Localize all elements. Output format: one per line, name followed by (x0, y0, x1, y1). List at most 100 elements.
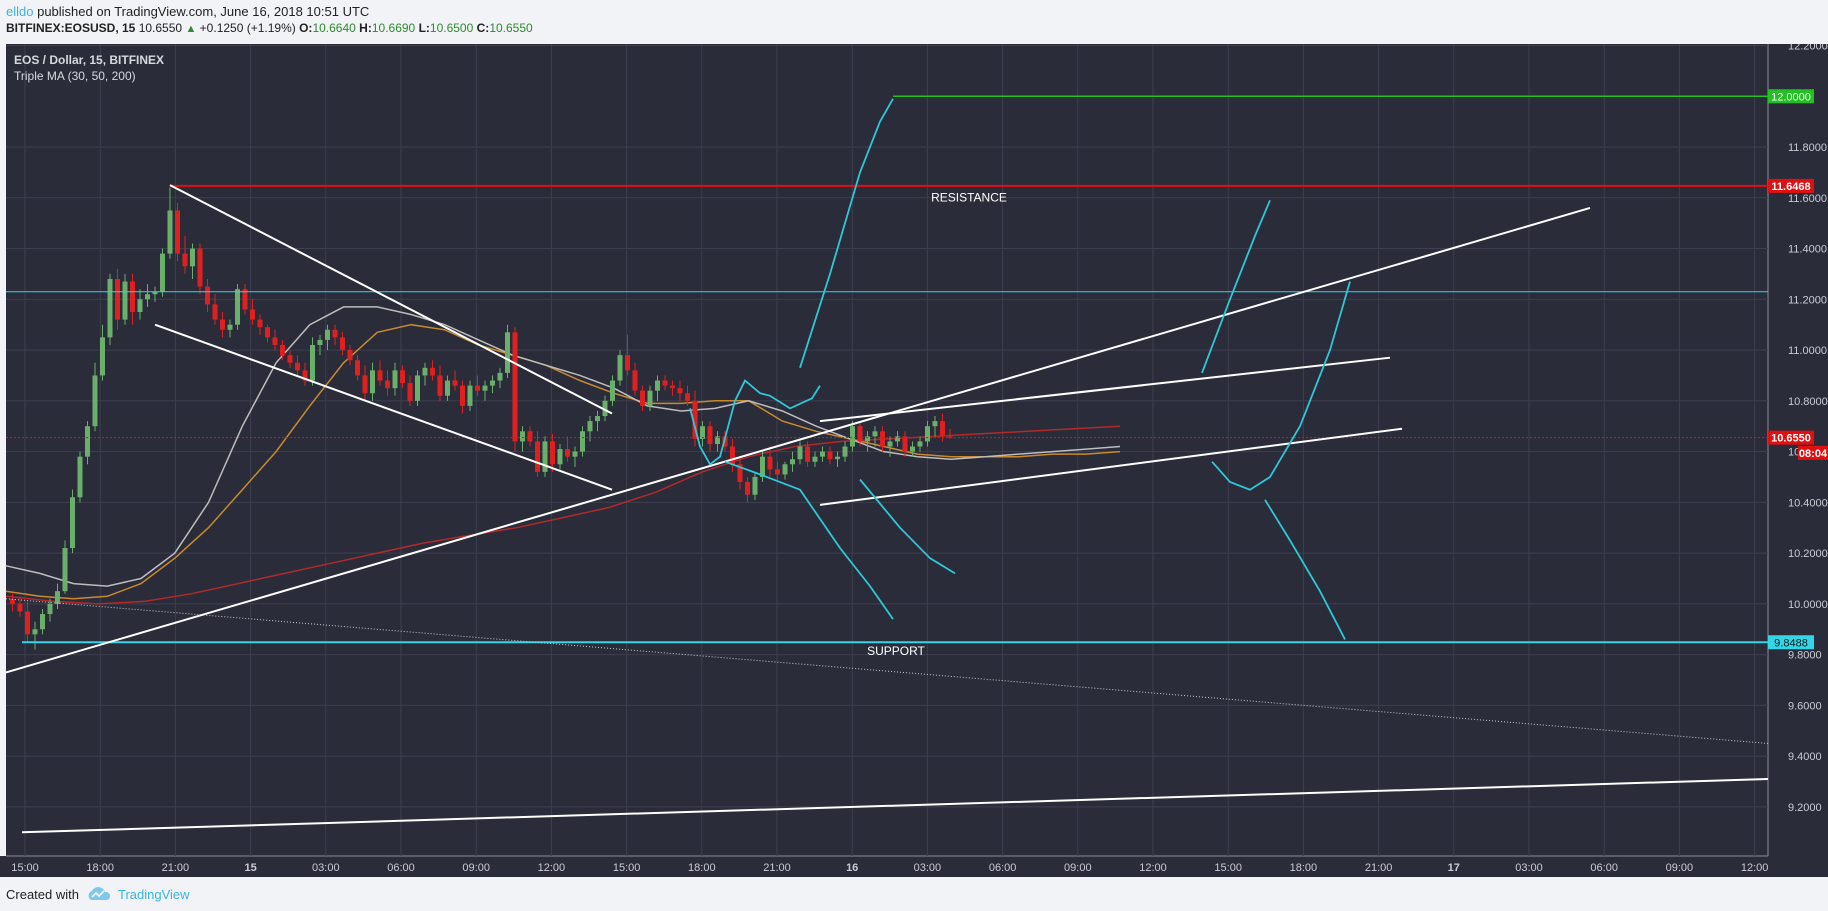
open-label: O: (299, 21, 313, 35)
y-tick-label: 11.6000 (1788, 193, 1827, 205)
drawings: RESISTANCE SUPPORT (5, 95, 1769, 834)
candle-body (400, 370, 405, 384)
dotted-trendline (5, 598, 1769, 744)
candle-body (760, 456, 765, 477)
candle-body (602, 400, 608, 417)
x-tick-label: 15 (244, 862, 256, 874)
candle-body (460, 385, 465, 406)
legend-title: EOS / Dollar, 15, BITFINEX (14, 53, 165, 67)
price-badge-label: 08:04 (1799, 448, 1828, 460)
x-tick-label: 15:00 (11, 862, 39, 874)
candle-body (640, 390, 645, 406)
candle-body (392, 370, 398, 389)
candle-body (355, 360, 360, 376)
candle-body (422, 367, 428, 376)
candle-body (707, 426, 713, 444)
plot-area[interactable] (6, 44, 1768, 856)
price-badge-last (1768, 430, 1814, 445)
candle-body (242, 289, 248, 310)
y-tick-label: 9.4000 (1788, 751, 1822, 763)
y-tick-label: 10.2000 (1788, 548, 1828, 560)
candle-body (790, 459, 795, 465)
x-tick-label: 16 (846, 862, 858, 874)
candle-body (137, 299, 143, 312)
trendline (819, 427, 1403, 506)
candle-body (62, 548, 68, 592)
x-tick-label: 03:00 (312, 862, 340, 874)
candle-body (752, 476, 758, 495)
candle-body (430, 367, 435, 376)
candle-body (362, 375, 368, 394)
y-tick-label: 9.2000 (1788, 802, 1822, 814)
candle-body (527, 431, 533, 442)
author-link[interactable]: elldo (6, 4, 34, 19)
candle-body (115, 279, 120, 320)
candle-body (580, 431, 585, 452)
tradingview-brand-link[interactable]: TradingView (118, 887, 190, 902)
published-text: published on TradingView.com, June 16, 2… (37, 4, 370, 19)
candle-body (130, 281, 135, 312)
resistance-label: RESISTANCE (931, 191, 1007, 205)
time-axis[interactable] (0, 856, 1828, 877)
candle-body (92, 375, 98, 427)
moving-averages (5, 306, 1121, 605)
candle-body (287, 355, 293, 363)
candle-body (107, 279, 113, 338)
trendline (819, 356, 1391, 423)
candle-body (482, 385, 488, 391)
candle-body (370, 370, 375, 394)
candle-body (865, 436, 870, 442)
high-label: H: (359, 21, 372, 35)
candle-body (857, 426, 863, 442)
tradingview-cloud-icon (88, 887, 111, 900)
price-badge-support (1768, 635, 1814, 650)
candle-body (872, 431, 878, 437)
y-tick-label: 10.0000 (1788, 599, 1828, 611)
price-badge-label: 12.0000 (1771, 91, 1811, 103)
candle-body (55, 591, 60, 604)
x-tick-label: 15:00 (613, 862, 641, 874)
candle-body (685, 393, 690, 401)
candle-body (317, 339, 323, 345)
candle-body (437, 375, 443, 396)
candle-body (445, 380, 450, 396)
candle-body (827, 451, 833, 460)
annotation-curve (859, 478, 956, 575)
price-badge-target (1768, 89, 1814, 104)
candles (10, 187, 953, 650)
candle-body (715, 436, 720, 444)
candle-body (190, 248, 195, 267)
annotation-curve (1264, 499, 1346, 640)
price-badge-resistance (1768, 178, 1814, 193)
candle-body (475, 385, 480, 391)
candle-body (895, 436, 900, 442)
candle-body (325, 329, 330, 340)
candle-body (122, 281, 128, 320)
candle-body (85, 426, 90, 457)
publish-line: elldo published on TradingView.com, June… (6, 4, 369, 19)
created-with-text: Created with (6, 887, 79, 902)
candle-body (250, 309, 255, 320)
low-label: L: (418, 21, 430, 35)
candle-body (280, 344, 285, 356)
y-tick-label: 11.8000 (1788, 142, 1827, 154)
candle-body (212, 304, 218, 320)
candle-body (497, 372, 503, 381)
candle-body (332, 329, 338, 338)
x-tick-label: 12:00 (538, 862, 566, 874)
price-badge-label: 9.8488 (1774, 637, 1808, 649)
candle-body (302, 370, 308, 381)
trendline (154, 323, 613, 491)
annotation-curve (1211, 281, 1351, 491)
annotation-curve (689, 379, 821, 466)
y-tick-label: 11.4000 (1788, 244, 1827, 256)
candle-body (152, 291, 158, 295)
candle-body (850, 426, 855, 447)
ma50-line (5, 323, 1121, 600)
price-badge-label: 11.6468 (1771, 181, 1810, 193)
y-tick-label: 11.0000 (1788, 345, 1827, 357)
publish-header: elldo published on TradingView.com, June… (0, 0, 1828, 44)
x-tick-label: 12:00 (1139, 862, 1167, 874)
candle-body (145, 294, 150, 300)
